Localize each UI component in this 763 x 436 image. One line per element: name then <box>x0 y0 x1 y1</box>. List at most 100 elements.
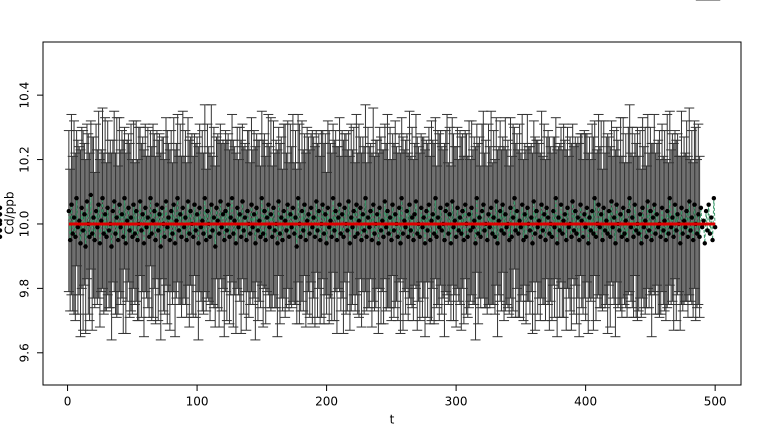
data-point <box>377 205 382 211</box>
data-point <box>512 196 517 201</box>
data-point <box>210 228 215 233</box>
data-point <box>201 231 206 236</box>
data-point <box>74 196 79 201</box>
data-point <box>311 215 316 220</box>
data-point <box>593 234 599 240</box>
data-point <box>194 212 200 217</box>
data-point <box>178 212 183 217</box>
data-point <box>667 196 673 201</box>
data-point <box>444 202 450 207</box>
data-point <box>272 228 277 233</box>
data-point <box>105 205 110 211</box>
data-point <box>613 241 618 246</box>
data-point <box>355 231 360 236</box>
data-point <box>184 237 189 243</box>
data-point <box>363 196 368 201</box>
data-point <box>408 228 413 233</box>
data-point <box>398 241 403 246</box>
data-point <box>529 215 534 220</box>
data-point <box>486 212 491 217</box>
data-point <box>207 234 213 240</box>
data-point <box>532 231 538 236</box>
data-point <box>475 231 481 236</box>
data-point <box>320 202 325 207</box>
data-point <box>354 202 359 207</box>
data-point <box>643 218 648 223</box>
data-point <box>631 234 636 240</box>
data-point <box>158 244 164 249</box>
data-point <box>494 199 499 204</box>
data-point <box>434 234 439 240</box>
data-point <box>185 199 191 204</box>
data-point <box>527 228 533 233</box>
data-point <box>333 208 338 214</box>
data-point <box>95 224 100 230</box>
data-point <box>250 224 255 230</box>
data-point <box>222 237 227 243</box>
data-point <box>610 224 616 230</box>
data-point <box>561 218 566 223</box>
data-point <box>606 208 612 214</box>
data-point <box>176 228 182 233</box>
data-point <box>329 234 334 240</box>
data-point <box>508 205 513 211</box>
data-point <box>349 215 354 220</box>
data-point <box>437 224 442 230</box>
data-point <box>562 212 568 217</box>
data-point <box>96 202 101 207</box>
data-point <box>153 237 158 243</box>
data-point <box>0 234 3 240</box>
data-point <box>553 196 559 201</box>
data-point <box>351 208 356 214</box>
data-point <box>539 202 544 207</box>
data-point <box>382 199 388 204</box>
data-point <box>451 224 456 230</box>
data-point <box>0 228 3 233</box>
data-point <box>238 234 244 240</box>
data-point <box>390 202 395 207</box>
data-point <box>227 234 232 240</box>
data-point <box>288 212 293 217</box>
data-point <box>402 218 407 223</box>
data-point <box>662 218 667 223</box>
data-point <box>310 224 315 230</box>
data-point <box>670 215 675 220</box>
data-point <box>356 218 362 223</box>
data-point <box>235 205 240 211</box>
data-point <box>149 231 154 236</box>
data-point <box>0 212 3 217</box>
data-point <box>584 205 590 211</box>
data-point <box>231 231 236 236</box>
data-point <box>609 199 614 204</box>
data-point <box>592 196 597 201</box>
data-point <box>369 237 375 243</box>
data-point <box>113 231 118 236</box>
data-point <box>680 231 685 236</box>
data-point <box>220 212 226 217</box>
data-point <box>470 224 476 230</box>
data-point <box>339 212 345 217</box>
data-point <box>350 224 355 230</box>
data-point <box>281 208 287 214</box>
data-point <box>429 218 434 223</box>
data-point <box>521 237 526 243</box>
data-point <box>254 205 259 211</box>
data-point <box>365 215 371 220</box>
data-point <box>293 215 298 220</box>
data-point <box>523 234 529 240</box>
data-point <box>0 218 3 223</box>
data-point <box>500 202 505 207</box>
data-point <box>101 231 107 236</box>
y-tick-label: 10.4 <box>18 82 32 109</box>
data-point <box>684 208 689 214</box>
data-point <box>159 205 165 211</box>
data-point <box>389 237 394 243</box>
data-point <box>386 231 391 236</box>
data-point <box>456 228 461 233</box>
data-point <box>260 231 266 236</box>
data-point <box>69 202 74 207</box>
data-point <box>646 228 652 233</box>
data-point <box>268 212 274 217</box>
data-point <box>490 231 495 236</box>
